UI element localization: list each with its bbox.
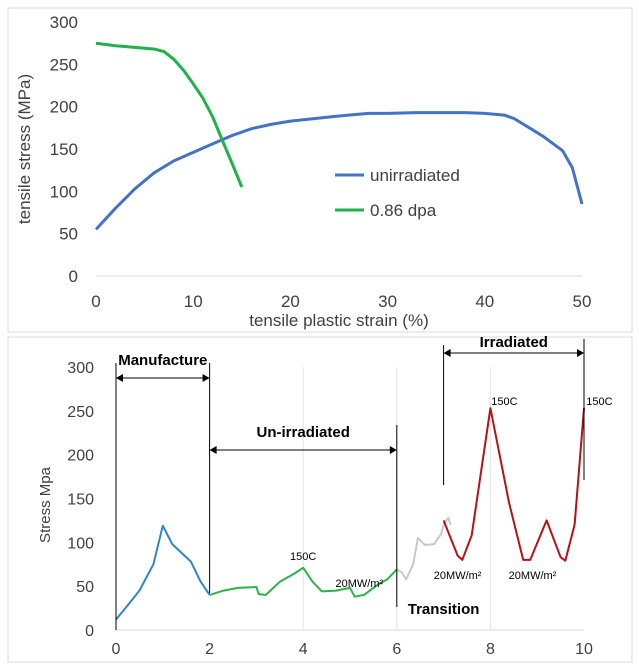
arrowhead-left [116,374,123,382]
arrowhead-left [443,349,451,357]
x-tick-label: 30 [378,292,397,311]
power-label: 20MW/m² [434,570,482,582]
y-tick-label: 250 [50,55,78,74]
y-tick-label: 100 [50,182,78,201]
power-label: 20MW/m² [509,570,557,582]
x-tick-label: 4 [299,641,308,658]
x-tick-label: 20 [281,292,300,311]
power-label: 20MW/m² [336,578,384,590]
arrowhead-right [577,349,584,357]
arrowhead-right [389,446,397,454]
x-tick-label: 10 [575,641,593,658]
arrowhead-left [209,446,217,454]
y-tick-label: 300 [50,13,78,32]
x-tick-label: 0 [112,641,121,658]
x-tick-label: 8 [486,641,495,658]
series-segment-3 [442,407,585,562]
stress-history-chart: Stress Mpa 0 50 100 150 200 250 300 0 2 4 6 8 10 Man… [7,335,633,663]
arrowhead-right [202,374,210,382]
y-axis-title: Stress Mpa [37,466,54,543]
series-line-0 [94,111,584,231]
tensile-chart-panel: tensile stress (MPa) tensile plastic str… [7,7,633,333]
tensile-chart: tensile stress (MPa) tensile plastic str… [7,7,633,333]
phase-label-manufacture: Manufacture [118,352,207,369]
series-line-1 [95,41,244,188]
series-segment-0 [115,524,211,621]
x-tick-label: 40 [475,292,494,311]
chart-frame [7,7,633,333]
stress-history-panel: Stress Mpa 0 50 100 150 200 250 300 0 2 4 6 8 10 Man… [0,335,639,664]
x-tick-label: 0 [91,292,100,311]
y-tick-label: 150 [67,492,94,509]
y-tick-label: 50 [59,225,78,244]
x-tick-label: 6 [392,641,401,658]
y-axis-title: tensile stress (MPa) [15,74,34,224]
phase-label-irradiated: Irradiated [480,335,548,351]
y-tick-label: 200 [50,98,78,117]
phase-label-unirradiated: Un-irradiated [257,424,350,441]
y-tick-label: 200 [67,448,94,465]
x-tick-label: 2 [205,641,214,658]
y-tick-label: 50 [76,579,94,596]
temperature-label: 150C [491,396,517,408]
x-tick-label: 50 [573,292,592,311]
chart-frame [7,336,633,663]
y-tick-label: 100 [67,535,94,552]
series-segment-1 [209,566,398,598]
y-tick-label: 150 [50,140,78,159]
y-tick-label: 0 [85,623,94,640]
y-tick-label: 0 [69,267,78,286]
legend-label: 0.86 dpa [370,201,437,220]
x-tick-label: 10 [184,292,203,311]
temperature-label: 150C [586,396,612,408]
phase-label-transition: Transition [408,601,480,618]
temperature-label: 150C [290,551,316,563]
y-tick-label: 300 [67,360,94,377]
y-tick-label: 250 [67,404,94,421]
legend-label: unirradiated [370,166,460,185]
x-axis-title: tensile plastic strain (%) [249,311,429,330]
